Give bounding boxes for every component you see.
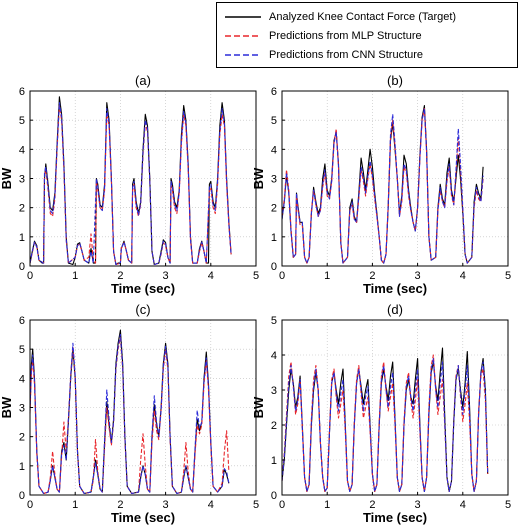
x-tick-label-c-1: 1	[72, 499, 78, 511]
series-line-cnn-d	[281, 357, 489, 493]
panel-title-d: (d)	[387, 302, 403, 317]
x-tick-label-a-4: 4	[208, 270, 214, 282]
x-tick-label-a-1: 1	[72, 270, 78, 282]
panel-title-c: (c)	[135, 302, 150, 317]
legend-box: Analyzed Knee Contact Force (Target) Pre…	[216, 2, 518, 68]
legend-entry-target: Analyzed Knee Contact Force (Target)	[217, 7, 456, 27]
x-tick-label-d-0: 0	[279, 499, 285, 511]
y-axis-label-c: BW	[0, 396, 14, 418]
axes-frame-d	[281, 319, 509, 496]
legend-swatch-mlp	[225, 35, 261, 37]
x-tick-label-b-4: 4	[460, 270, 466, 282]
y-tick-label-d-0: 0	[271, 490, 277, 502]
y-tick-label-b-0: 0	[271, 261, 277, 273]
x-tick-label-b-2: 2	[369, 270, 375, 282]
x-axis-label-b: Time (sec)	[363, 281, 427, 296]
x-tick-label-d-4: 4	[460, 499, 466, 511]
x-tick-label-d-2: 2	[369, 499, 375, 511]
legend-label-mlp: Predictions from MLP Structure	[269, 30, 422, 42]
y-tick-label-d-1: 1	[271, 455, 277, 467]
x-tick-label-c-0: 0	[27, 499, 33, 511]
x-tick-label-a-5: 5	[253, 270, 259, 282]
y-axis-label-d: BW	[251, 396, 266, 418]
y-tick-label-a-2: 2	[19, 203, 25, 215]
y-tick-label-a-0: 0	[19, 261, 25, 273]
y-tick-label-b-1: 1	[271, 232, 277, 244]
x-axis-label-c: Time (sec)	[111, 510, 175, 525]
y-axis-label-a: BW	[0, 167, 14, 189]
y-tick-label-c-5: 5	[19, 344, 25, 356]
y-tick-label-c-2: 2	[19, 432, 25, 444]
x-tick-label-d-5: 5	[505, 499, 511, 511]
x-tick-label-b-5: 5	[505, 270, 511, 282]
y-tick-label-a-4: 4	[19, 144, 25, 156]
legend-label-target: Analyzed Knee Contact Force (Target)	[269, 11, 457, 23]
x-tick-label-a-0: 0	[27, 270, 33, 282]
series-line-cnn-a	[29, 102, 232, 266]
x-tick-label-a-3: 3	[163, 270, 169, 282]
y-tick-label-c-1: 1	[19, 461, 25, 473]
x-tick-label-c-2: 2	[117, 499, 123, 511]
y-tick-label-a-6: 6	[19, 86, 25, 98]
panel-title-a: (a)	[135, 73, 151, 88]
legend-swatch-cnn	[225, 54, 261, 56]
series-line-cnn-b	[281, 107, 484, 264]
y-tick-label-a-5: 5	[19, 115, 25, 127]
y-tick-label-c-3: 3	[19, 403, 25, 415]
y-tick-label-b-3: 3	[271, 174, 277, 186]
y-tick-label-c-4: 4	[19, 373, 25, 385]
y-tick-label-a-3: 3	[19, 174, 25, 186]
legend-entry-cnn: Predictions from CNN Structure	[217, 45, 423, 65]
y-tick-label-d-3: 3	[271, 385, 277, 397]
plot-area-b	[282, 91, 508, 266]
x-tick-label-d-3: 3	[415, 499, 421, 511]
y-tick-label-c-0: 0	[19, 490, 25, 502]
y-tick-label-b-5: 5	[271, 115, 277, 127]
y-tick-label-b-4: 4	[271, 144, 277, 156]
x-tick-label-b-1: 1	[324, 270, 330, 282]
x-tick-label-c-5: 5	[253, 499, 259, 511]
y-tick-label-d-4: 4	[271, 350, 277, 362]
y-tick-label-d-2: 2	[271, 420, 277, 432]
series-line-cnn-c	[29, 334, 230, 495]
x-tick-label-c-3: 3	[163, 499, 169, 511]
legend-label-cnn: Predictions from CNN Structure	[269, 49, 424, 61]
x-tick-label-b-0: 0	[279, 270, 285, 282]
x-axis-label-d: Time (sec)	[363, 510, 427, 525]
x-tick-label-d-1: 1	[324, 499, 330, 511]
x-tick-label-b-3: 3	[415, 270, 421, 282]
y-tick-label-d-5: 5	[271, 315, 277, 327]
y-tick-label-a-1: 1	[19, 232, 25, 244]
x-tick-label-a-2: 2	[117, 270, 123, 282]
y-tick-label-b-6: 6	[271, 86, 277, 98]
x-axis-label-a: Time (sec)	[111, 281, 175, 296]
y-tick-label-c-6: 6	[19, 315, 25, 327]
x-tick-label-c-4: 4	[208, 499, 214, 511]
legend-entry-mlp: Predictions from MLP Structure	[217, 26, 422, 46]
panel-title-b: (b)	[387, 73, 403, 88]
y-tick-label-b-2: 2	[271, 203, 277, 215]
legend-swatch-target	[225, 16, 261, 18]
y-axis-label-b: BW	[251, 167, 266, 189]
